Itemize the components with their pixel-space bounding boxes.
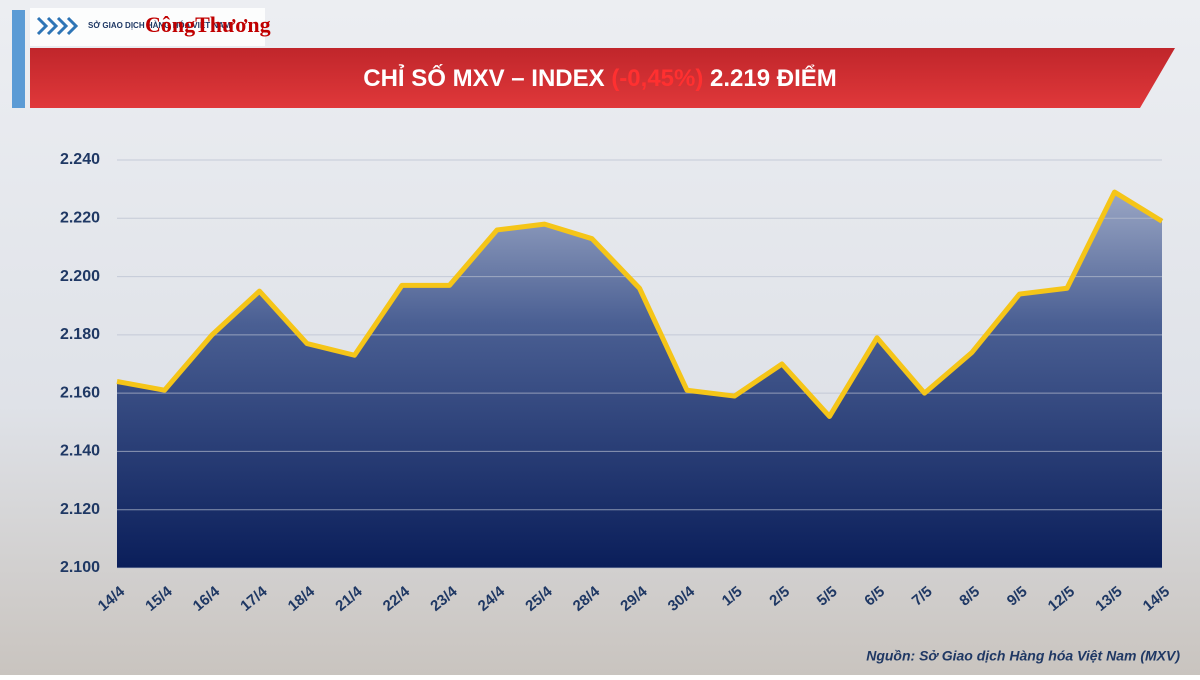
y-tick-label: 2.160 xyxy=(60,384,100,401)
y-tick-label: 2.120 xyxy=(60,501,100,518)
line xyxy=(116,189,1164,419)
title-banner xyxy=(30,48,1175,108)
logo-icon xyxy=(36,16,79,36)
logo-box xyxy=(30,8,265,46)
paper-logo: CôngThương xyxy=(145,12,271,37)
title-value: 2.219 ĐIỂM xyxy=(710,64,837,92)
chart-title: CHỈ SỐ MXV – INDEX (-0,45%) 2.219 ĐIỂM xyxy=(363,63,837,92)
y-tick-label: 2.240 xyxy=(60,151,100,168)
y-tick-label: 2.220 xyxy=(60,210,100,227)
source-note: Nguồn: Sở Giao dịch Hàng hóa Việt Nam (M… xyxy=(866,648,1180,664)
y-tick-label: 2.180 xyxy=(60,326,100,343)
y-tick-label: 2.140 xyxy=(60,443,100,460)
area xyxy=(117,192,1162,569)
exchange-logo: SỞ GIAO DỊCH HÀNG HÓA VIỆT NAM xyxy=(88,21,231,30)
side-stripe xyxy=(12,10,25,108)
y-tick-label: 2.200 xyxy=(60,268,100,285)
title-text: CHỈ SỐ MXV – INDEX xyxy=(363,63,604,92)
title-change: (-0,45%) xyxy=(611,65,703,92)
y-tick-label: 2.100 xyxy=(60,559,100,576)
